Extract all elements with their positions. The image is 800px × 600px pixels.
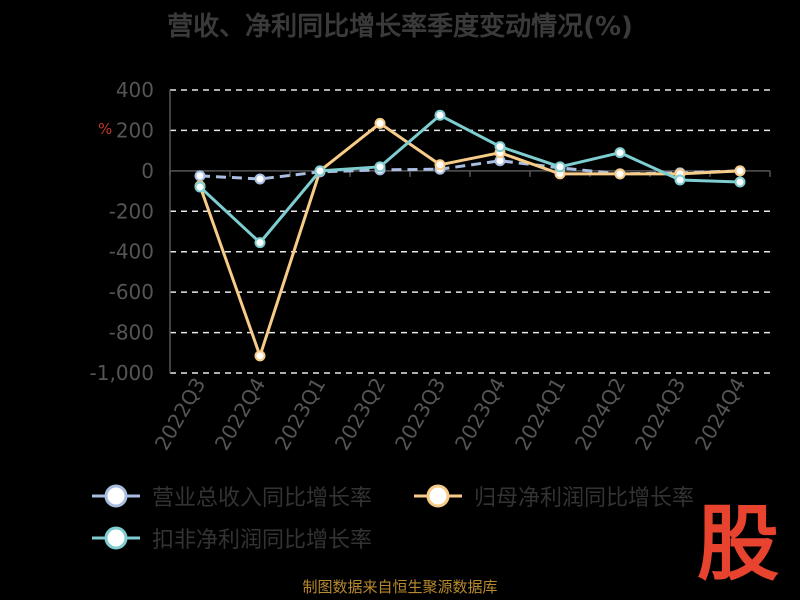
data-point[interactable] (494, 141, 506, 153)
y-tick-label: 200 (116, 118, 154, 142)
legend-item-deducted-profit[interactable]: 扣非净利润同比增长率 (90, 522, 372, 554)
x-tick-label: 2023Q4 (450, 374, 510, 455)
data-point[interactable] (194, 170, 206, 182)
data-point[interactable] (614, 147, 626, 159)
chart-title: 营收、净利同比增长率季度变动情况(%) (167, 12, 633, 42)
x-tick-label: 2023Q1 (270, 374, 330, 455)
data-point[interactable] (254, 237, 266, 249)
y-tick-label: -400 (109, 240, 154, 264)
series-line (198, 121, 741, 358)
data-point[interactable] (374, 161, 386, 173)
x-tick-label: 2024Q3 (630, 374, 690, 455)
x-tick-label: 2024Q4 (690, 374, 750, 455)
legend-label-deducted-profit: 扣非净利润同比增长率 (152, 528, 373, 553)
percent-mark: % (98, 120, 113, 138)
data-point[interactable] (374, 117, 386, 129)
data-point[interactable] (434, 159, 446, 171)
y-tick-label: -1,000 (90, 361, 154, 385)
legend-marker-deducted-profit (92, 526, 140, 550)
legend-marker-net-profit (414, 484, 462, 508)
data-point[interactable] (434, 109, 446, 121)
data-point[interactable] (554, 161, 566, 173)
data-source: 制图数据来自恒生聚源数据库 (302, 578, 498, 596)
x-tick-label: 2024Q1 (510, 374, 570, 455)
data-point[interactable] (314, 165, 326, 177)
y-tick-label: 400 (116, 78, 154, 102)
legend-item-net-profit[interactable]: 归母净利润同比增长率 (412, 480, 694, 512)
y-tick-label: -800 (109, 321, 154, 345)
data-point[interactable] (674, 174, 686, 186)
brand-logo: 股 (696, 497, 779, 592)
y-tick-label: -600 (109, 280, 154, 304)
data-point[interactable] (734, 176, 746, 188)
data-point[interactable] (254, 173, 266, 185)
series-line (198, 113, 741, 245)
data-point[interactable] (614, 168, 626, 180)
x-tick-label: 2022Q3 (150, 374, 210, 455)
legend-item-revenue[interactable]: 营业总收入同比增长率 (90, 480, 372, 512)
y-tick-label: -200 (109, 199, 154, 223)
legend-label-net-profit: 归母净利润同比增长率 (474, 486, 695, 511)
data-point[interactable] (254, 350, 266, 362)
legend-label-revenue: 营业总收入同比增长率 (152, 486, 373, 511)
x-tick-label: 2024Q2 (570, 374, 630, 455)
x-tick-label: 2023Q3 (390, 374, 450, 455)
data-point[interactable] (194, 181, 206, 193)
data-point[interactable] (734, 165, 746, 177)
legend-marker-revenue (92, 484, 140, 508)
x-tick-label: 2023Q2 (330, 374, 390, 455)
y-tick-label: 0 (141, 159, 154, 183)
x-tick-label: 2022Q4 (210, 374, 270, 455)
